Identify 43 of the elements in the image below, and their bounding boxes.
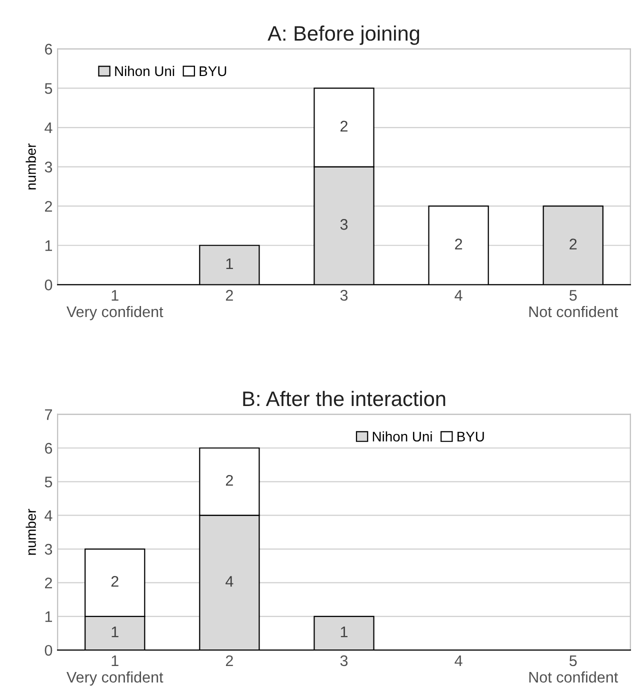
x-tick-label: 3 [340, 655, 348, 666]
y-tick-label: 3 [44, 162, 52, 172]
data-label: 2 [111, 576, 118, 587]
y-axis-title: number [26, 143, 36, 190]
x-tick-label: 5 Not confident [529, 290, 618, 318]
data-label: 1 [340, 626, 348, 638]
x-tick-label: 5 Not confident [529, 655, 618, 683]
y-tick-label: 2 [45, 200, 52, 212]
y-tick-label: 4 [44, 510, 52, 521]
data-label: 4 [226, 576, 234, 587]
y-tick-label: 1 [45, 240, 52, 251]
y-tick-label: 5 [44, 83, 52, 94]
y-tick-label: 2 [45, 578, 52, 588]
y-tick-label: 7 [45, 409, 52, 420]
legend-label: Nihon Uni [372, 431, 432, 442]
y-tick-label: 3 [44, 544, 52, 555]
x-tick-label: 2 [226, 655, 233, 666]
y-tick-label: 0 [44, 644, 52, 656]
x-tick-label: 2 [226, 290, 233, 301]
x-tick-label: 4 [454, 290, 462, 301]
data-label: 2 [570, 238, 577, 250]
chart-title: B: After the interaction [243, 390, 446, 406]
data-label: 2 [455, 238, 462, 250]
legend-label: Nihon Uni [115, 66, 174, 76]
y-tick-label: 1 [45, 611, 52, 622]
data-label: 2 [226, 474, 233, 486]
y-tick-label: 0 [44, 280, 52, 290]
data-label: 3 [340, 219, 348, 230]
data-label: 1 [226, 258, 233, 269]
y-tick-label: 6 [45, 442, 52, 454]
data-label: 2 [340, 120, 348, 132]
y-tick-label: 6 [45, 44, 52, 55]
y-tick-label: 5 [44, 476, 52, 488]
x-tick-label: 3 [340, 290, 348, 301]
x-tick-label: 4 [454, 655, 462, 666]
x-tick-label: 1 Very confident [66, 290, 164, 320]
chart-title: A: Before joining [268, 26, 420, 45]
legend-label: BYU [200, 66, 226, 76]
y-tick-label: 4 [44, 122, 52, 134]
legend-label: BYU [458, 432, 484, 442]
data-label: 1 [112, 626, 118, 638]
x-tick-label: 1 Very confident [66, 655, 164, 686]
y-axis-title: number [26, 508, 36, 555]
